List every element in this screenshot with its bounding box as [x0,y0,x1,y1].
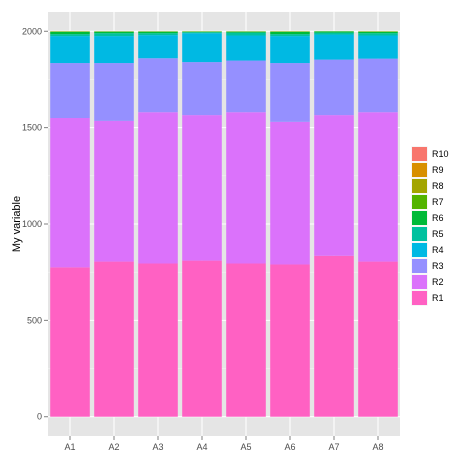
bar-segment-r1-a2 [94,261,134,417]
bar-segment-r3-a4 [182,62,222,116]
x-tick-label: A8 [372,442,383,452]
bar-segment-r5-a8 [358,33,398,36]
bar-segment-r3-a6 [270,63,310,122]
legend-label-r10: R10 [432,149,449,159]
y-axis: 0 500 1000 1500 2000 [22,26,48,422]
bar-segment-r2-a2 [94,120,134,262]
legend-key-r10 [412,147,427,161]
bar-segment-r3-a8 [358,58,398,113]
legend-label-r7: R7 [432,197,444,207]
bar-segment-r5-a1 [50,34,90,37]
y-tick-label: 1500 [22,123,42,133]
bar-segment-r1-a3 [138,263,178,417]
y-tick-label: 2000 [22,26,42,36]
bar-segment-r4-a5 [226,35,266,61]
legend-key-r4 [412,243,427,257]
y-tick-label: 500 [27,315,42,325]
bar-segment-r3-a3 [138,58,178,113]
bar-segment-r4-a6 [270,36,310,64]
bar-segment-r4-a8 [358,35,398,59]
bar-segment-r2-a8 [358,112,398,262]
bar-segment-r2-a5 [226,112,266,264]
x-tick-label: A1 [64,442,75,452]
bar-segment-r4-a7 [314,34,354,60]
legend-key-r1 [412,291,427,305]
legend-key-r3 [412,259,427,273]
x-tick-label: A6 [284,442,295,452]
x-tick-label: A5 [240,442,251,452]
bar-segment-r5-a5 [226,32,266,36]
bar-segment-r5-a4 [182,32,222,34]
legend-label-r5: R5 [432,229,444,239]
legend-key-r6 [412,211,427,225]
legend-label-r4: R4 [432,245,444,255]
legend-label-r8: R8 [432,181,444,191]
bar-segment-r6-a3 [138,31,178,34]
legend: R10 R9 R8 R7 R6 R5 R4 R3 R2 R1 [410,145,449,307]
bar-segment-r1-a7 [314,255,354,417]
legend-key-r7 [412,195,427,209]
legend-label-r2: R2 [432,277,444,287]
legend-key-r9 [412,163,427,177]
y-axis-title: My variable [11,196,23,252]
y-tick-label: 0 [37,412,42,422]
bar-segment-r5-a7 [314,32,354,35]
bar-segment-r6-a5 [226,31,266,33]
x-axis: A1 A2 A3 A4 A5 A6 A7 A8 [64,436,384,452]
x-tick-label: A3 [152,442,163,452]
bar-segment-r1-a8 [358,261,398,417]
bars [50,31,398,417]
bar-segment-r6-a1 [50,31,90,35]
bar-segment-r4-a2 [94,36,134,64]
bar-segment-r6-a7 [314,31,354,33]
legend-label-r3: R3 [432,261,444,271]
bar-segment-r5-a6 [270,34,310,37]
legend-label-r1: R1 [432,293,444,303]
bar-segment-r2-a4 [182,115,222,261]
bar-segment-r2-a3 [138,112,178,264]
bar-segment-r6-a8 [358,31,398,34]
bar-segment-r6-a2 [94,31,134,34]
bar-segment-r4-a3 [138,35,178,59]
bar-segment-r1-a4 [182,260,222,417]
bar-segment-r4-a4 [182,33,222,63]
legend-key-r5 [412,227,427,241]
bar-segment-r2-a1 [50,118,90,268]
bar-segment-r3-a1 [50,63,90,118]
bar-segment-r6-a4 [182,31,222,33]
x-tick-label: A4 [196,442,207,452]
bar-segment-r1-a5 [226,263,266,417]
bar-segment-r1-a6 [270,264,310,417]
bar-segment-r2-a6 [270,121,310,265]
bar-segment-r3-a7 [314,59,354,116]
bar-segment-r3-a5 [226,60,266,113]
bar-segment-r6-a6 [270,31,310,35]
legend-key-r2 [412,275,427,289]
bar-segment-r2-a7 [314,115,354,256]
legend-key-r8 [412,179,427,193]
bar-segment-r4-a1 [50,36,90,64]
x-tick-label: A2 [108,442,119,452]
bar-segment-r3-a2 [94,63,134,121]
bar-segment-r5-a2 [94,33,134,37]
bar-segment-r1-a1 [50,267,90,417]
x-tick-label: A7 [328,442,339,452]
legend-label-r6: R6 [432,213,444,223]
y-tick-label: 1000 [22,219,42,229]
legend-label-r9: R9 [432,165,444,175]
bar-segment-r5-a3 [138,33,178,36]
